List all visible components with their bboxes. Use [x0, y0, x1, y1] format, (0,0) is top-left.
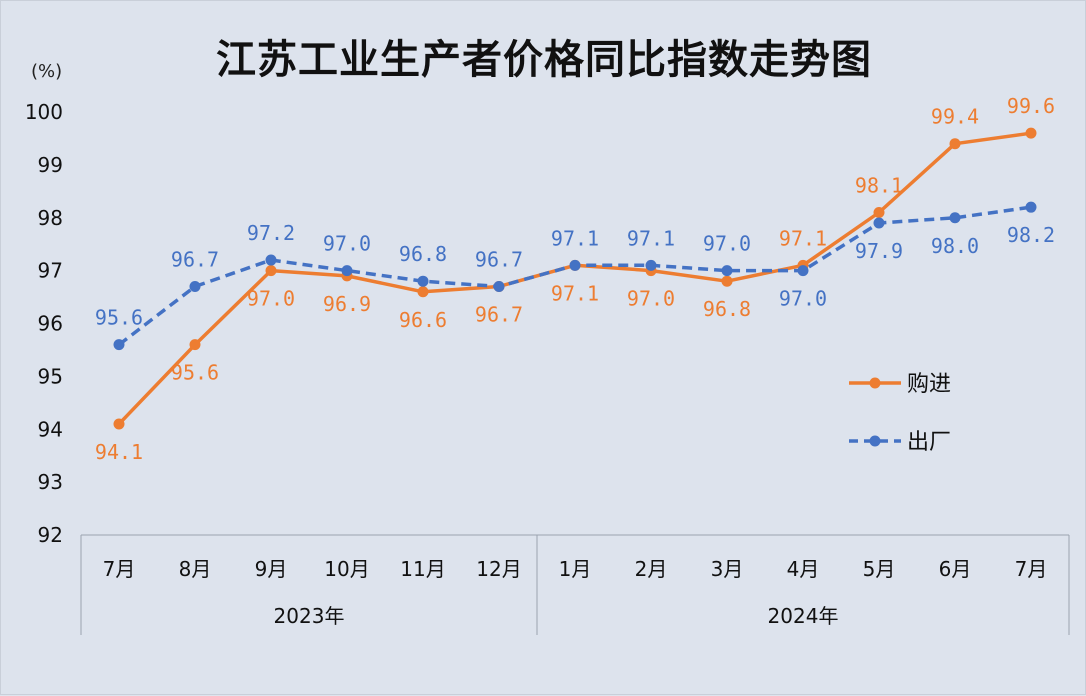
- data-point: [873, 217, 885, 229]
- data-point: [1025, 201, 1037, 213]
- data-label: 96.7: [171, 247, 219, 271]
- y-tick-label: 94: [38, 417, 63, 441]
- legend-marker: [869, 377, 881, 389]
- data-point: [949, 212, 961, 224]
- data-point: [417, 275, 429, 287]
- unit-label: (%): [31, 61, 63, 82]
- data-point: [341, 265, 353, 277]
- x-tick-label: 8月: [179, 557, 212, 581]
- x-tick-label: 7月: [103, 557, 136, 581]
- legend-marker: [869, 435, 881, 447]
- data-label: 96.6: [399, 308, 447, 332]
- data-label: 98.2: [1007, 223, 1055, 247]
- data-label: 94.1: [95, 440, 143, 464]
- data-label: 96.9: [323, 292, 371, 316]
- data-label: 98.1: [855, 173, 903, 197]
- x-tick-label: 4月: [787, 557, 820, 581]
- data-point: [797, 265, 809, 277]
- data-label: 97.2: [247, 221, 295, 245]
- x-tick-label: 3月: [711, 557, 744, 581]
- data-point: [189, 339, 201, 351]
- x-tick-label: 7月: [1015, 557, 1048, 581]
- data-label: 97.0: [627, 287, 675, 311]
- data-point: [873, 206, 885, 218]
- x-tick-label: 5月: [863, 557, 896, 581]
- data-point: [113, 339, 125, 351]
- data-label: 96.8: [703, 297, 751, 321]
- data-point: [721, 275, 733, 287]
- data-point: [265, 254, 277, 266]
- data-label: 96.7: [475, 302, 523, 326]
- data-point: [721, 265, 733, 277]
- x-tick-label: 10月: [324, 557, 369, 581]
- y-tick-label: 92: [38, 523, 63, 547]
- data-point: [189, 280, 201, 292]
- y-tick-label: 100: [25, 100, 63, 124]
- data-label: 97.0: [779, 287, 827, 311]
- x-tick-label: 1月: [559, 557, 592, 581]
- data-label: 97.0: [323, 232, 371, 256]
- y-tick-label: 95: [38, 364, 63, 388]
- data-point: [417, 286, 429, 298]
- data-point: [113, 418, 125, 430]
- chart-title: 江苏工业生产者价格同比指数走势图: [216, 37, 872, 83]
- data-label: 97.9: [855, 239, 903, 263]
- data-point: [645, 259, 657, 271]
- data-label: 97.1: [551, 226, 599, 250]
- x-tick-label: 11月: [400, 557, 445, 581]
- data-point: [1025, 127, 1037, 139]
- legend-label: 购进: [907, 372, 951, 397]
- x-tick-label: 9月: [255, 557, 288, 581]
- data-label: 96.8: [399, 242, 447, 266]
- data-label: 96.7: [475, 247, 523, 271]
- data-label: 97.1: [551, 281, 599, 305]
- legend-label: 出厂: [907, 430, 951, 455]
- data-label: 95.6: [171, 361, 219, 385]
- data-point: [569, 259, 581, 271]
- data-label: 97.1: [627, 226, 675, 250]
- data-point: [949, 138, 961, 150]
- data-label: 98.0: [931, 234, 979, 258]
- year-group-label: 2024年: [768, 604, 839, 628]
- x-tick-label: 12月: [476, 557, 521, 581]
- y-tick-label: 96: [38, 312, 63, 336]
- y-tick-label: 97: [38, 259, 63, 283]
- y-tick-label: 93: [38, 470, 63, 494]
- data-label: 97.0: [247, 287, 295, 311]
- y-tick-label: 98: [38, 206, 63, 230]
- data-label: 99.6: [1007, 94, 1055, 118]
- data-label: 97.1: [779, 226, 827, 250]
- data-point: [493, 280, 505, 292]
- data-label: 95.6: [95, 306, 143, 330]
- data-point: [265, 265, 277, 277]
- x-tick-label: 2月: [635, 557, 668, 581]
- data-label: 99.4: [931, 105, 979, 129]
- year-group-label: 2023年: [274, 604, 345, 628]
- x-tick-label: 6月: [939, 557, 972, 581]
- data-label: 97.0: [703, 232, 751, 256]
- y-tick-label: 99: [38, 153, 63, 177]
